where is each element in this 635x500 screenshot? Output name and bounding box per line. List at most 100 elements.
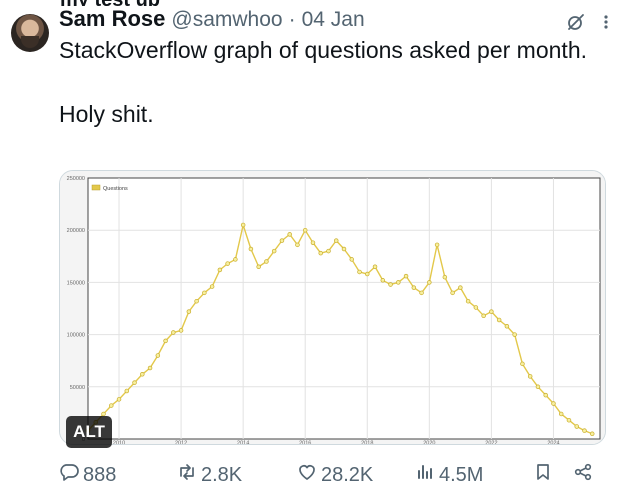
data-point [551, 401, 556, 406]
bookmark-button[interactable] [533, 458, 553, 492]
data-point [333, 238, 339, 243]
data-point [186, 309, 192, 314]
y-tick-label: 100000 [67, 333, 85, 339]
y-tick-label: 250000 [67, 176, 85, 182]
y-tick-label: 150000 [67, 280, 85, 286]
reply-button[interactable]: 888 [59, 458, 116, 492]
retweet-icon [177, 462, 197, 488]
data-point [489, 309, 494, 314]
data-point [365, 271, 370, 277]
x-tick-label: 2012 [175, 441, 187, 446]
data-point [202, 290, 207, 296]
data-point [411, 285, 417, 290]
data-point [318, 250, 323, 256]
more-icon[interactable] [601, 12, 611, 32]
data-point [326, 248, 331, 254]
data-point [101, 411, 106, 417]
data-point [535, 384, 541, 390]
data-point [163, 338, 168, 344]
data-point [271, 248, 277, 254]
previous-post-text-fragment: my test up [0, 0, 635, 6]
legend-swatch [91, 184, 101, 191]
data-point [116, 397, 122, 402]
chart-image[interactable]: 0500001000001500002000002500002010201220… [59, 170, 606, 445]
x-tick-label: 2014 [237, 441, 249, 446]
data-point [279, 238, 285, 243]
data-point [473, 305, 479, 310]
data-point [450, 290, 455, 296]
author-handle[interactable]: @samwhoo [171, 8, 283, 31]
tweet-text: StackOverflow graph of questions asked p… [59, 37, 588, 127]
share-button[interactable] [573, 458, 593, 492]
bookmark-icon [533, 462, 553, 488]
y-tick-label: 200000 [67, 228, 85, 234]
data-point [403, 273, 409, 279]
data-point [217, 267, 223, 273]
questions-chart: 0500001000001500002000002500002010201220… [60, 171, 605, 446]
alt-button[interactable]: ALT [66, 416, 112, 448]
x-tick-label: 2018 [361, 441, 373, 446]
reply-count: 888 [83, 463, 117, 486]
data-point [310, 240, 316, 245]
data-point [349, 257, 355, 262]
like-count: 28.2K [321, 463, 374, 486]
retweet-count: 2.8K [201, 463, 243, 486]
data-point [155, 353, 161, 358]
plot-area [87, 177, 601, 440]
data-point [558, 411, 564, 417]
legend-label: Questions [103, 186, 128, 192]
data-point [147, 365, 153, 371]
data-point [264, 259, 269, 264]
data-point [434, 242, 440, 248]
x-tick-label: 2024 [547, 441, 559, 446]
data-point [295, 242, 300, 248]
share-icon [573, 462, 593, 488]
x-tick-label: 2020 [423, 441, 435, 446]
data-point [496, 317, 502, 323]
x-tick-label: 2022 [485, 441, 497, 446]
action-bar: 888 2.8K 28.2K 4.5M [59, 458, 604, 492]
data-point [543, 392, 548, 398]
data-point [240, 222, 246, 228]
data-point [566, 417, 572, 423]
retweet-button[interactable]: 2.8K [177, 458, 242, 492]
data-point [287, 232, 292, 237]
data-point [124, 388, 130, 394]
data-point [427, 280, 432, 285]
x-tick-label: 2010 [113, 441, 125, 446]
data-point [442, 274, 448, 280]
data-point [194, 298, 199, 304]
data-point [582, 428, 587, 433]
data-point [372, 264, 378, 269]
data-point [209, 284, 215, 289]
data-point [302, 227, 308, 233]
data-point [465, 298, 471, 304]
y-tick-label: 50000 [70, 385, 85, 391]
data-point [574, 424, 579, 429]
grok-icon[interactable] [566, 12, 586, 32]
data-point [248, 246, 254, 252]
views-icon [415, 462, 435, 488]
data-point [178, 328, 184, 333]
data-point [225, 261, 230, 266]
x-tick-label: 2016 [299, 441, 311, 446]
data-point [388, 282, 393, 287]
avatar[interactable] [11, 14, 49, 52]
data-point [396, 280, 401, 285]
data-point [233, 257, 238, 262]
author-name[interactable]: Sam Rose [59, 6, 166, 31]
reply-icon [59, 462, 79, 488]
data-point [341, 246, 347, 252]
separator-dot: · [288, 8, 296, 31]
views-button[interactable]: 4.5M [415, 458, 483, 492]
data-point [512, 332, 517, 337]
post-date[interactable]: 04 Jan [301, 8, 365, 31]
data-point [380, 278, 386, 283]
data-point [256, 264, 261, 269]
data-point [527, 374, 533, 379]
like-button[interactable]: 28.2K [297, 458, 373, 492]
data-point [171, 330, 176, 335]
data-point [109, 403, 114, 408]
heart-icon [297, 462, 317, 488]
views-count: 4.5M [439, 463, 484, 486]
